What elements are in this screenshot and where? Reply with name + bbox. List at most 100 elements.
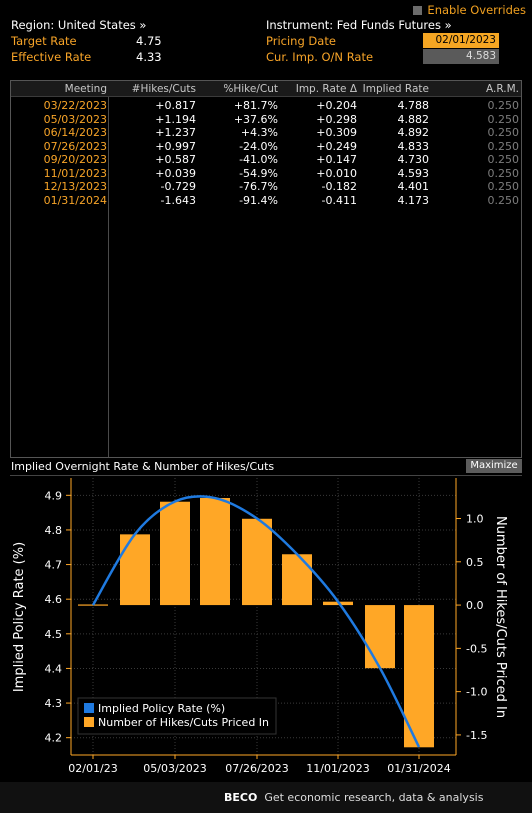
cell-hikes-cuts: +0.997 bbox=[155, 139, 196, 153]
table-row[interactable]: 01/31/2024 -1.643 -91.4% -0.411 4.173 0.250 bbox=[11, 194, 521, 207]
cell-meeting: 06/14/2023 bbox=[43, 126, 107, 139]
cell-imp-rate-delta: +0.298 bbox=[316, 112, 357, 126]
legend-box bbox=[77, 697, 277, 735]
col-meeting[interactable]: Meeting bbox=[64, 83, 107, 95]
meetings-table: Meeting #Hikes/Cuts %Hike/Cut Imp. Rate … bbox=[10, 80, 522, 458]
cell-arm: 0.250 bbox=[487, 112, 520, 126]
right-tick-label: -1.5 bbox=[466, 729, 487, 742]
cell-imp-rate-delta: +0.204 bbox=[316, 99, 357, 112]
enable-overrides-toggle[interactable]: Enable Overrides bbox=[413, 3, 526, 17]
cell-arm: 0.250 bbox=[487, 153, 520, 166]
cell-hikes-cuts: -0.729 bbox=[160, 180, 196, 193]
cell-implied-rate: 4.593 bbox=[397, 166, 430, 180]
x-tick-label: 07/26/2023 bbox=[225, 762, 288, 775]
cell-imp-rate-delta: +0.249 bbox=[316, 139, 357, 153]
right-tick-label: 0.0 bbox=[466, 599, 484, 612]
left-axis-title: Implied Policy Rate (%) bbox=[12, 542, 27, 692]
region-selector[interactable]: Region: United States » bbox=[11, 18, 147, 32]
cell-meeting: 12/13/2023 bbox=[43, 180, 107, 193]
cell-implied-rate: 4.788 bbox=[397, 99, 430, 112]
cell-hikes-cuts: +1.237 bbox=[155, 126, 196, 139]
cell-imp-rate-delta: -0.182 bbox=[321, 180, 357, 193]
cell-hikes-cuts: +0.817 bbox=[155, 99, 196, 112]
bar-06/14/2023 bbox=[200, 497, 230, 606]
chart-title: Implied Overnight Rate & Number of Hikes… bbox=[11, 460, 275, 473]
col-implied-rate[interactable]: Implied Rate bbox=[362, 83, 429, 95]
footer-banner[interactable]: BECO Get economic research, data & analys… bbox=[0, 782, 532, 813]
cell-implied-rate: 4.173 bbox=[397, 193, 430, 207]
cell-implied-rate: 4.892 bbox=[397, 126, 430, 139]
legend-swatch-line bbox=[84, 703, 94, 713]
chart-axes: 4.2 4.3 4.4 4.5 4.6 4.7 4.8 4.9 1.0 0.5 0.0 -0.5 -1.… bbox=[12, 478, 508, 775]
left-tick-label: 4.3 bbox=[45, 697, 63, 710]
table-row[interactable]: 03/22/2023 +0.817 +81.7% +0.204 4.788 0.250 bbox=[11, 99, 521, 112]
table-row[interactable]: 11/01/2023 +0.039 -54.9% +0.010 4.593 0.250 bbox=[11, 167, 521, 180]
cell-imp-rate-delta: +0.309 bbox=[316, 126, 357, 139]
legend-label-line: Implied Policy Rate (%) bbox=[98, 702, 225, 715]
cell-arm: 0.250 bbox=[487, 126, 520, 139]
maximize-button[interactable]: Maximize bbox=[466, 459, 522, 473]
cell-arm: 0.250 bbox=[487, 139, 520, 153]
cell-meeting: 11/01/2023 bbox=[43, 166, 107, 180]
col-arm[interactable]: A.R.M. bbox=[486, 83, 519, 95]
col-hikes-cuts[interactable]: #Hikes/Cuts bbox=[131, 83, 196, 95]
right-tick-label: 1.0 bbox=[466, 513, 484, 526]
cell-hikes-cuts: +0.039 bbox=[155, 166, 196, 180]
cell-pct-hike-cut: -24.0% bbox=[239, 139, 278, 153]
effective-rate-value: 4.33 bbox=[136, 50, 162, 64]
right-axis-title: Number of Hikes/Cuts Priced In bbox=[493, 516, 508, 718]
cell-meeting: 09/20/2023 bbox=[43, 153, 107, 166]
cell-meeting: 03/22/2023 bbox=[43, 99, 107, 112]
pricing-date-input[interactable]: 02/01/2023 bbox=[423, 33, 499, 48]
legend-label-bar: Number of Hikes/Cuts Priced In bbox=[98, 716, 269, 729]
cell-arm: 0.250 bbox=[487, 180, 520, 193]
chart-divider bbox=[10, 475, 522, 476]
cell-meeting: 07/26/2023 bbox=[43, 139, 107, 153]
footer-brand: BECO bbox=[224, 791, 258, 804]
legend-swatch-bar bbox=[84, 717, 94, 727]
cell-arm: 0.250 bbox=[487, 193, 520, 207]
instrument-selector[interactable]: Instrument: Fed Funds Futures » bbox=[266, 18, 452, 32]
cell-pct-hike-cut: -54.9% bbox=[239, 166, 278, 180]
cell-hikes-cuts: -1.643 bbox=[160, 193, 196, 207]
cell-arm: 0.250 bbox=[487, 166, 520, 180]
left-tick-label: 4.4 bbox=[45, 662, 63, 675]
right-tick-label: -1.0 bbox=[466, 686, 487, 699]
col-imp-rate-delta[interactable]: Imp. Rate Δ bbox=[295, 83, 357, 95]
left-tick-label: 4.9 bbox=[45, 489, 63, 502]
x-tick-label: 02/01/23 bbox=[68, 762, 117, 775]
cur-imp-rate-value: 4.583 bbox=[423, 49, 499, 64]
implied-rate-line bbox=[91, 495, 421, 748]
bar-03/22/2023 bbox=[120, 534, 150, 606]
pricing-date-label: Pricing Date bbox=[266, 34, 336, 48]
target-rate-label: Target Rate bbox=[11, 34, 77, 48]
bar-09/20/2023 bbox=[282, 554, 312, 606]
table-row[interactable]: 06/14/2023 +1.237 +4.3% +0.309 4.892 0.250 bbox=[11, 126, 521, 139]
bar-07/26/2023 bbox=[242, 518, 272, 606]
bar-05/03/2023 bbox=[160, 501, 190, 606]
cell-pct-hike-cut: +4.3% bbox=[240, 126, 278, 139]
table-row[interactable]: 09/20/2023 +0.587 -41.0% +0.147 4.730 0.250 bbox=[11, 153, 521, 166]
cell-pct-hike-cut: -41.0% bbox=[239, 153, 278, 166]
cell-implied-rate: 4.882 bbox=[397, 112, 430, 126]
left-tick-label: 4.2 bbox=[45, 732, 63, 745]
left-tick-label: 4.6 bbox=[45, 593, 63, 606]
footer-text: Get economic research, data & analysis bbox=[264, 791, 484, 804]
table-row[interactable]: 05/03/2023 +1.194 +37.6% +0.298 4.882 0.250 bbox=[11, 113, 521, 126]
cell-hikes-cuts: +0.587 bbox=[155, 153, 196, 166]
col-pct-hike-cut[interactable]: %Hike/Cut bbox=[223, 83, 278, 95]
left-tick-label: 4.7 bbox=[45, 559, 63, 572]
cell-implied-rate: 4.730 bbox=[397, 153, 430, 166]
x-tick-label: 01/31/2024 bbox=[387, 762, 450, 775]
target-rate-value: 4.75 bbox=[136, 34, 162, 48]
overrides-checkbox-icon[interactable] bbox=[413, 5, 423, 15]
x-tick-label: 11/01/2023 bbox=[306, 762, 369, 775]
effective-rate-label: Effective Rate bbox=[11, 50, 92, 64]
x-tick-label: 05/03/2023 bbox=[143, 762, 206, 775]
cell-meeting: 05/03/2023 bbox=[43, 112, 107, 126]
left-tick-label: 4.5 bbox=[45, 628, 63, 641]
table-row[interactable]: 12/13/2023 -0.729 -76.7% -0.182 4.401 0.250 bbox=[11, 180, 521, 193]
right-tick-label: 0.5 bbox=[466, 556, 484, 569]
table-row[interactable]: 07/26/2023 +0.997 -24.0% +0.249 4.833 0.250 bbox=[11, 140, 521, 153]
cell-implied-rate: 4.401 bbox=[397, 180, 430, 193]
